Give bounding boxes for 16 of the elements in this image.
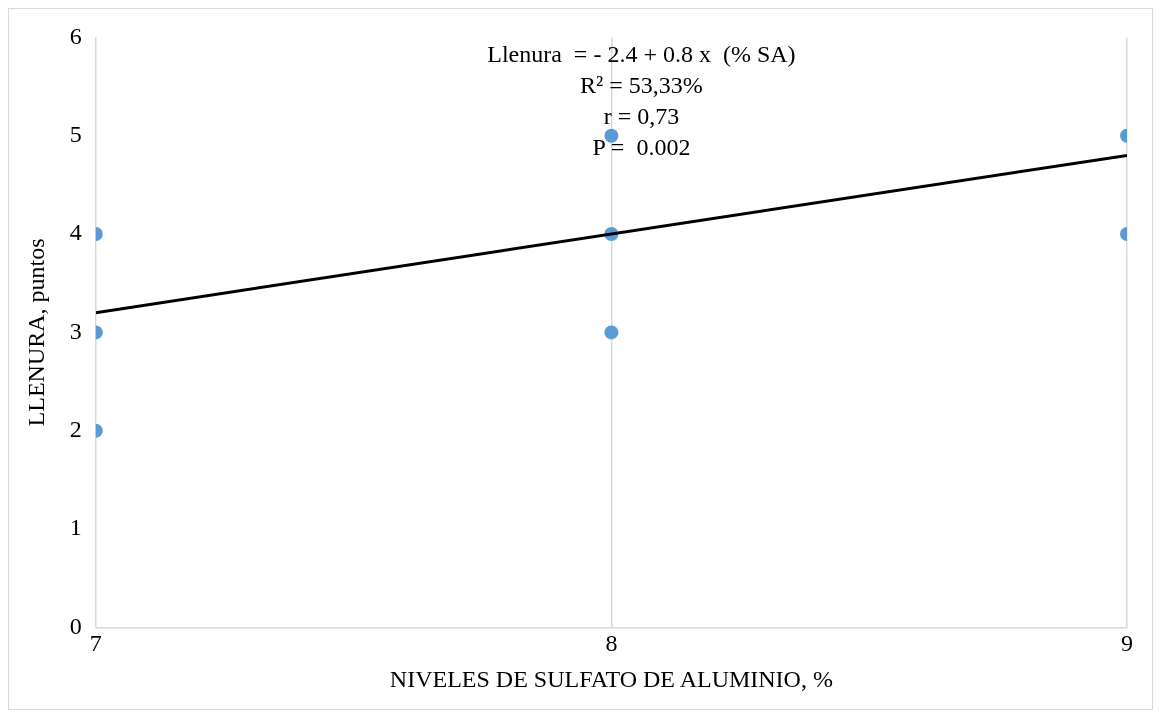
y-tick-label: 1 <box>69 514 82 541</box>
annotation: r = 0,73 <box>603 102 680 129</box>
x-tick-label: 7 <box>89 630 102 657</box>
annotation: P = 0.002 <box>592 133 691 160</box>
y-axis-title: LLENURA, puntos <box>22 238 49 427</box>
y-tick-label: 4 <box>69 219 82 246</box>
annotation: R² = 53,33% <box>580 71 703 98</box>
y-tick-label: 0 <box>69 612 82 639</box>
y-tick-label: 2 <box>69 416 82 443</box>
x-tick-label: 9 <box>1121 630 1133 657</box>
y-tick-label: 6 <box>69 22 82 49</box>
y-tick-label: 3 <box>69 317 82 344</box>
y-tick-label: 5 <box>69 121 82 148</box>
x-axis-title: NIVELES DE SULFATO DE ALUMINIO, % <box>389 665 833 692</box>
x-tick-label: 8 <box>605 630 618 657</box>
annotation: Llenura = - 2.4 + 0.8 x (% SA) <box>487 40 796 67</box>
